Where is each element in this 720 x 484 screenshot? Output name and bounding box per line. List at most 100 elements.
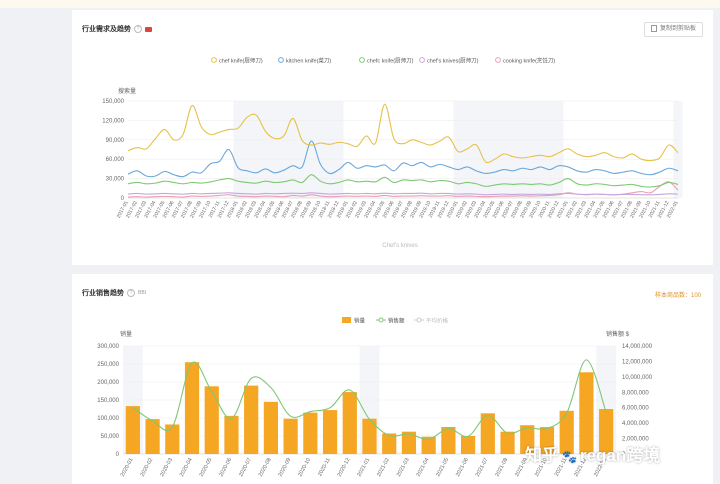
x-tick-label: 2020-02 [140,457,155,478]
document-icon [650,24,657,32]
x-tick-label: 2021-08 [495,457,510,478]
y-right-axis-title: 销售额 $ [606,330,630,338]
bar [500,431,515,454]
help-icon[interactable]: ? [134,25,142,34]
watermark: 知乎 🐾 regan跨境 [525,441,660,466]
y-left-axis-title: 销量 [120,330,132,338]
sales-trend-card: 行业销售趋势? BBI 样本商品数：100 0 50,000 100,000 150,0… [72,274,713,484]
y-right-tick-label: 12,000,000 [622,359,653,365]
x-tick-label: 2020-04 [179,457,194,478]
video-icon[interactable] [145,26,152,32]
watermark-handle: regan跨境 [579,446,661,465]
legend-label: chef knife(厨师刀) [219,57,263,65]
bar [303,412,318,454]
bar [322,410,338,454]
x-tick-label: 2020-10 [297,457,312,478]
legend-label: chefc knife(厨师刀) [367,57,414,65]
bar [224,415,239,454]
legend-marker [342,317,351,323]
y-tick-label: 120,000 [102,118,124,124]
y-left-tick-label: 100,000 [97,416,119,422]
y-right-tick-label: 4,000,000 [622,421,649,427]
x-tick-label: 2020-01 [120,457,135,478]
x-tick-label: 2020-12 [337,457,352,478]
bar [125,406,140,454]
bar [342,392,357,454]
sales-amount-line [132,359,607,440]
bar [559,410,574,454]
bar [283,418,298,454]
x-tick-label: 2021-05 [435,457,450,478]
y-right-tick-label: 2,000,000 [622,437,649,443]
year-band [233,101,344,198]
x-axis-title: Chef's knives [382,243,418,249]
top-strip [0,0,720,8]
year-band [673,101,683,198]
sales-title-text: 行业销售趋势 [82,290,124,297]
x-tick-label: 2021-02 [376,457,391,478]
bar [382,433,397,454]
bar [421,436,436,454]
y-right-tick-label: 6,000,000 [622,406,649,412]
y-tick-label: 150,000 [102,99,124,105]
legend-label: chef's knives(厨师刀) [427,57,479,65]
x-tick-label: 2021-07 [475,457,490,478]
y-right-tick-label: 14,000,000 [622,344,653,350]
series-line-2 [127,174,679,188]
bar [401,431,417,454]
help-icon[interactable]: ? [127,289,135,298]
y-right-tick-label: 10,000,000 [622,375,653,381]
bar [145,419,160,454]
sales-tag: BBI [138,290,147,297]
y-axis-title: 搜索量 [118,87,136,95]
sample-count: 样本商品数：100 [654,293,701,299]
x-tick-label: 2021-03 [396,457,411,478]
bar [204,386,219,454]
legend-label: 销量 [354,317,366,325]
demand-trend-card: 行业需求及趋势? 复制到剪贴板 0 30,000 60,000 90,000 120,0… [72,10,713,265]
sales-combo-chart: 0 50,000 100,000 150,000 200,000 250,000 300,0… [97,317,653,478]
y-tick-label: 30,000 [106,177,125,183]
demand-line-chart: 030,00060,00090,000120,000150,000搜索量2017… [102,57,683,249]
y-left-tick-label: 200,000 [97,380,119,386]
legend-marker [378,317,384,323]
bar [599,409,614,454]
legend-marker [419,57,425,63]
bar [480,413,495,454]
x-tick-label: 2020-06 [218,457,233,478]
y-tick-label: 0 [121,196,125,202]
demand-title-text: 行业需求及趋势 [82,26,131,33]
demand-card-title: 行业需求及趋势? [82,24,152,34]
bar [520,425,535,454]
bar [441,427,456,454]
copy-to-clipboard-button[interactable]: 复制到剪贴板 [643,22,703,37]
bar [165,424,180,454]
y-left-tick-label: 50,000 [101,434,120,440]
series-line-1 [127,140,679,178]
x-tick-label: 2021-01 [356,457,371,478]
y-left-tick-label: 250,000 [97,362,119,368]
bar [263,401,278,454]
x-tick-label: 2020-09 [278,457,293,478]
legend-marker [495,57,501,63]
legend-marker [211,57,217,63]
legend-label: kitchen knife(菜刀) [286,57,331,65]
bar [579,372,594,454]
legend-label: 销售额 [388,317,405,325]
year-band [453,101,564,198]
x-tick-label: 2021-04 [416,457,431,478]
y-right-tick-label: 8,000,000 [622,390,649,396]
x-tick-label: 2020-05 [199,457,214,478]
x-tick-label: 2020-08 [258,457,273,478]
paw-icon: 🐾 [562,449,577,464]
y-tick-label: 60,000 [106,157,125,163]
x-tick-label: 2020-11 [317,457,332,477]
sales-card-title: 行业销售趋势? BBI [82,288,146,298]
y-left-tick-label: 0 [116,452,120,458]
legend-marker [278,57,284,63]
series-line-0 [127,103,679,164]
x-tick-label: 2020-07 [238,457,253,478]
y-left-tick-label: 150,000 [97,398,119,404]
bar [539,427,555,454]
y-right-tick-label: 0 [622,452,626,458]
